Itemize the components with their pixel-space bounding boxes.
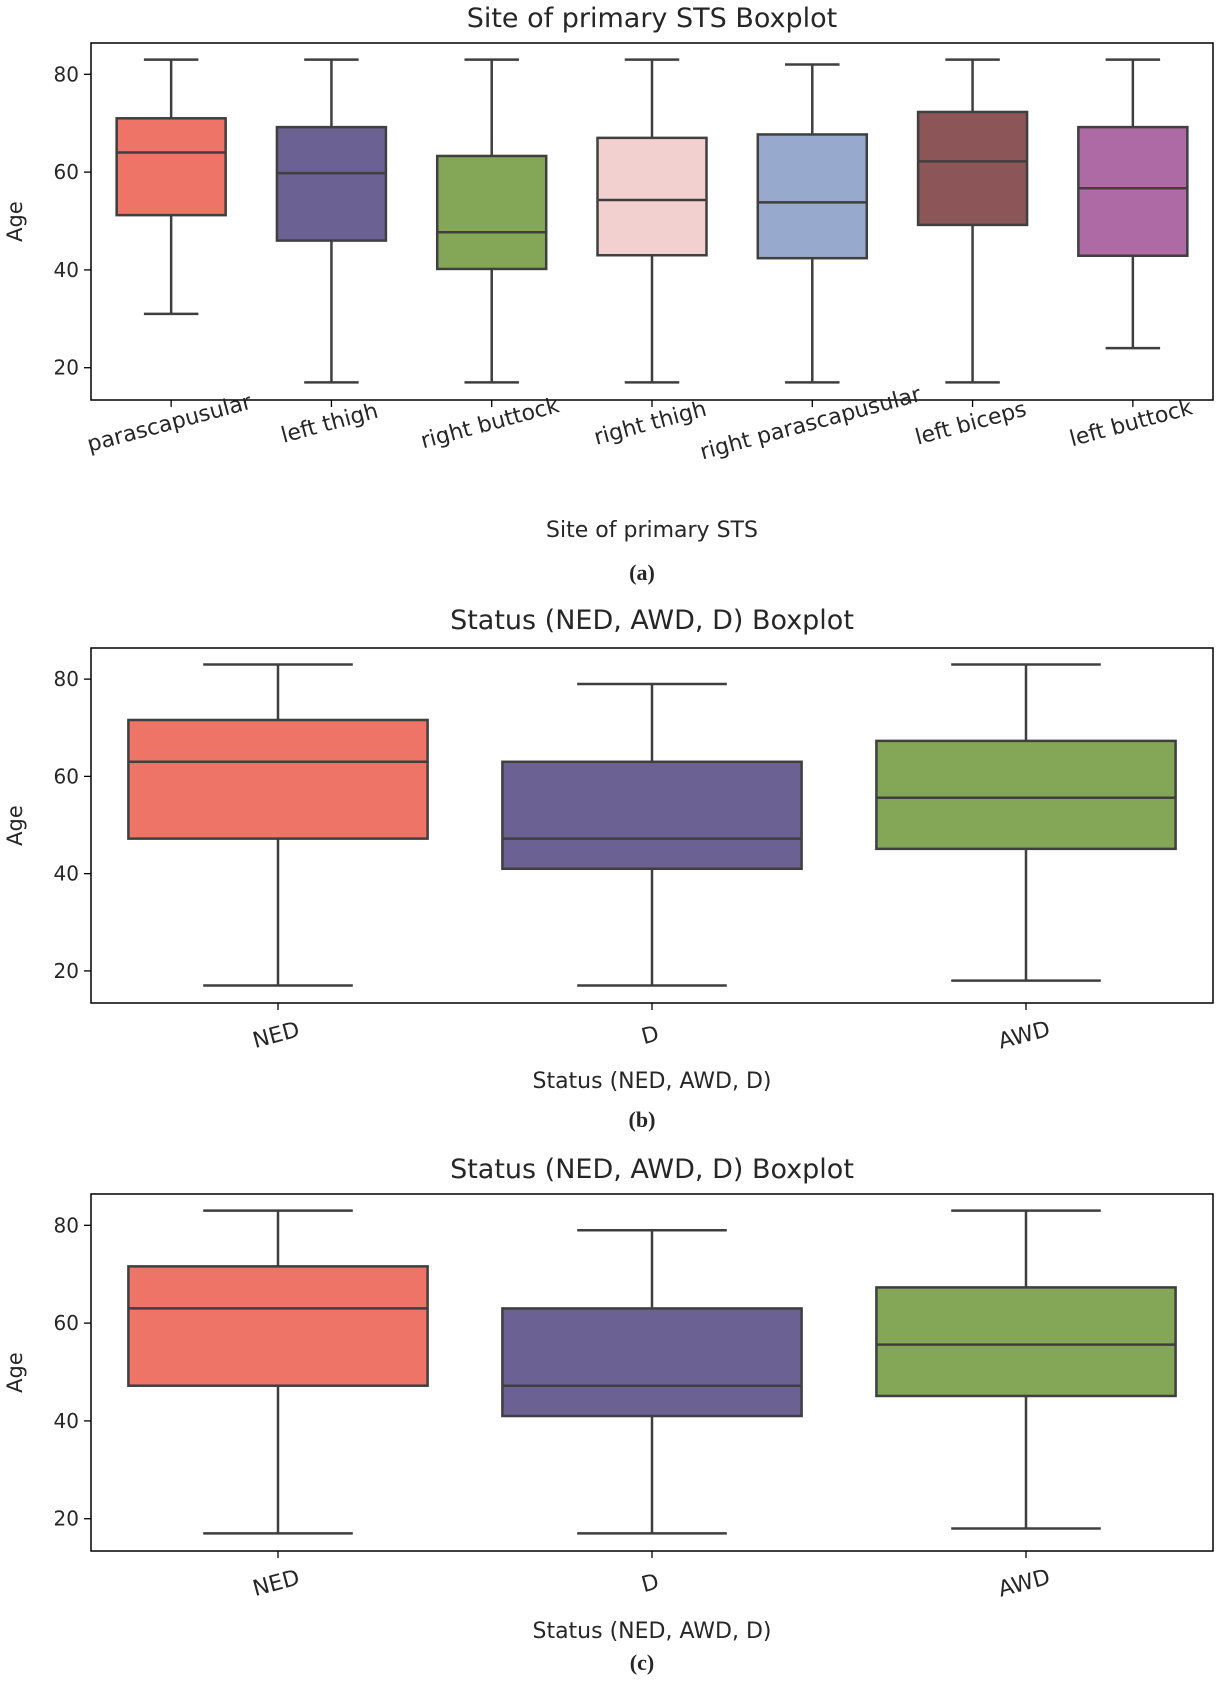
y-tick-label: 40	[54, 1409, 79, 1433]
x-tick-label: NED	[250, 1018, 302, 1054]
y-tick-label: 80	[54, 667, 79, 691]
x-tick-label: AWD	[996, 1017, 1053, 1055]
chart-title: Status (NED, AWD, D) Boxplot	[450, 1154, 854, 1185]
x-tick-label: right buttock	[418, 393, 562, 454]
iqr-box	[916, 110, 1029, 227]
iqr-box	[875, 739, 1177, 851]
chart-panel-a: Site of primary STS Boxplot20406080Agepa…	[3, 3, 1214, 585]
x-axis-label: Site of primary STS	[546, 518, 758, 543]
panel-label: (b)	[629, 1107, 656, 1132]
chart-title: Site of primary STS Boxplot	[467, 3, 838, 34]
y-tick-label: 20	[54, 959, 79, 983]
y-tick-label: 20	[54, 356, 79, 380]
x-axis-label: Status (NED, AWD, D)	[532, 1619, 771, 1644]
x-tick-label: left thigh	[279, 399, 381, 449]
iqr-box	[875, 1286, 1177, 1398]
y-tick-label: 60	[54, 764, 79, 788]
y-tick-label: 80	[54, 62, 79, 86]
x-tick-label: NED	[250, 1566, 302, 1602]
panel-label: (a)	[629, 560, 655, 585]
box-left-biceps	[916, 58, 1029, 384]
x-axis-label: Status (NED, AWD, D)	[532, 1069, 771, 1094]
box-NED	[127, 663, 429, 987]
iqr-box	[596, 136, 708, 257]
iqr-box	[501, 760, 803, 871]
y-tick-label: 20	[54, 1507, 79, 1531]
y-axis-label: Age	[3, 1352, 27, 1393]
x-tick-label: D	[639, 1021, 662, 1050]
iqr-box	[501, 1307, 803, 1418]
panel-label: (c)	[630, 1650, 654, 1675]
x-tick-label: right parascapusular	[697, 382, 924, 465]
iqr-box	[127, 718, 429, 840]
chart-panel-b: Status (NED, AWD, D) Boxplot 20 40 60 80 Age N…	[3, 605, 1214, 1132]
box-left-buttock	[1077, 58, 1189, 350]
y-tick-label: 40	[54, 258, 79, 282]
box-right-parascapusular	[756, 63, 869, 384]
box-D	[501, 1228, 803, 1535]
y-axis-label: Age	[3, 201, 27, 242]
x-tick-label: D	[639, 1569, 662, 1598]
iqr-box	[275, 125, 388, 242]
chart-title: Status (NED, AWD, D) Boxplot	[450, 605, 854, 636]
y-axis-label: Age	[3, 805, 27, 846]
iqr-box	[435, 154, 548, 271]
box-NED	[127, 1209, 429, 1535]
box-parascapusular	[115, 58, 227, 316]
iqr-box	[127, 1265, 429, 1387]
chart-panel-c: Status (NED, AWD, D) Boxplot 20 40 60 80 Age N…	[3, 1154, 1214, 1675]
y-tick-label: 80	[54, 1213, 79, 1237]
box-left-thigh	[275, 58, 388, 384]
x-tick-label: AWD	[996, 1565, 1053, 1603]
iqr-box	[1077, 125, 1189, 257]
iqr-box	[756, 133, 869, 260]
y-tick-label: 40	[54, 862, 79, 886]
box-AWD	[875, 1209, 1177, 1530]
box-right-buttock	[435, 58, 548, 384]
x-tick-label: left buttock	[1067, 395, 1196, 452]
box-right-thigh	[596, 58, 708, 384]
box-D	[501, 682, 803, 987]
x-tick-label: right thigh	[591, 397, 709, 451]
y-tick-label: 60	[54, 1311, 79, 1335]
y-tick-label: 60	[54, 160, 79, 184]
iqr-box	[115, 117, 227, 217]
box-AWD	[875, 663, 1177, 982]
x-tick-label: left biceps	[913, 397, 1029, 451]
